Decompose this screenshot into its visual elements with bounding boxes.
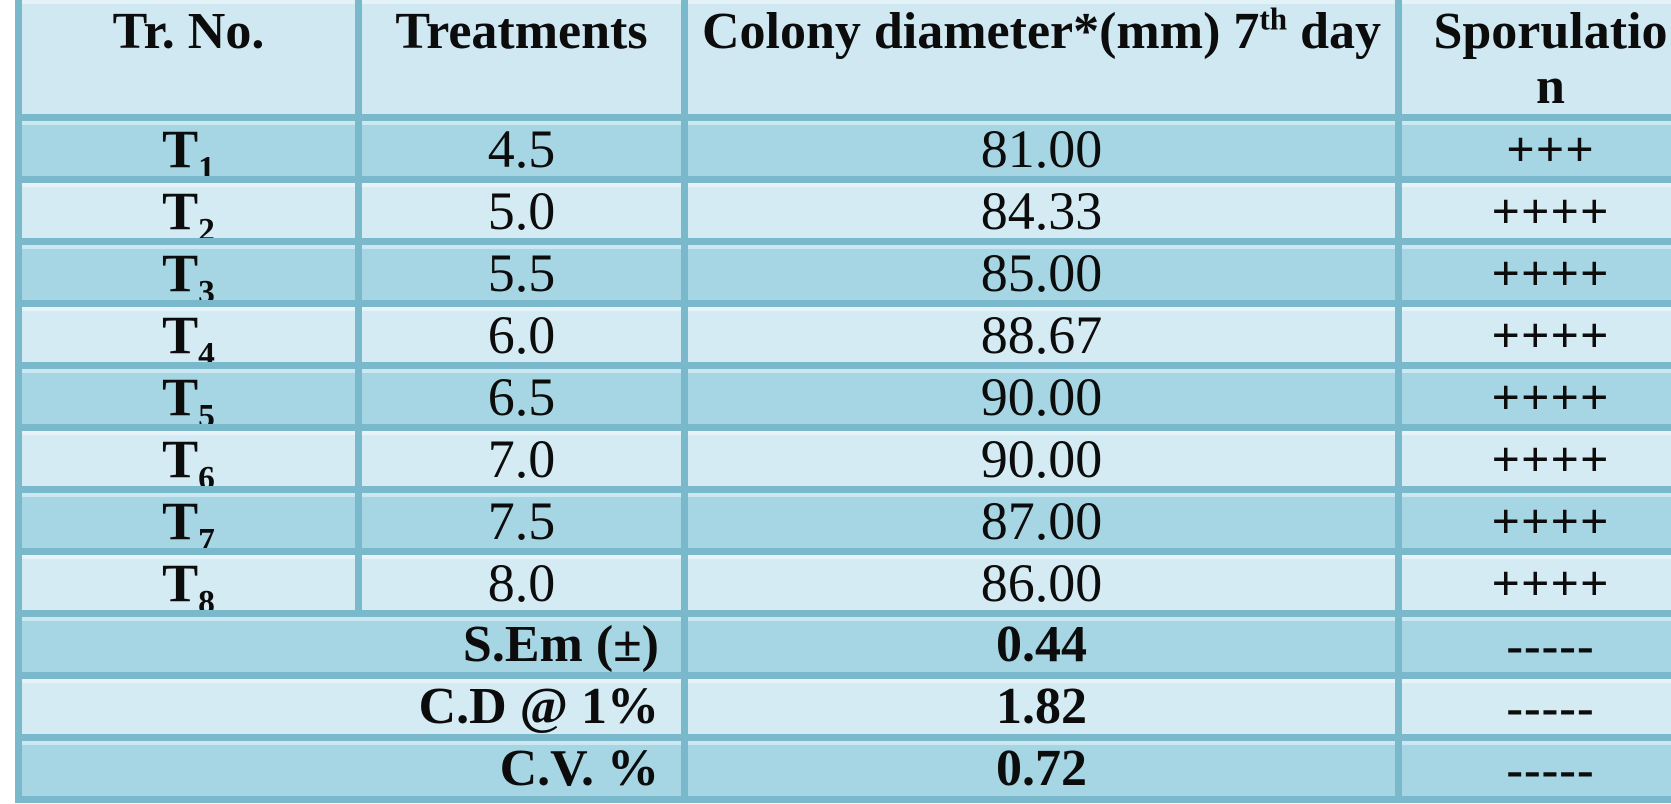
tr-label: T [162, 180, 199, 241]
sporulation-cell: ++++ [1395, 300, 1671, 369]
column-header-sporulation: Sporulatio n [1395, 0, 1671, 121]
tr-label-subscript: 1 [198, 149, 215, 180]
table-row-t3: T3 5.5 85.00 ++++ [15, 238, 1671, 307]
summary-sporulation-cell: ----- [1395, 734, 1671, 803]
summary-label-cell: C.D @ 1% [15, 672, 688, 741]
table-row-t6: T6 7.0 90.00 ++++ [15, 424, 1671, 493]
column-header-treatments: Treatments [355, 0, 688, 121]
summary-value-cell: 0.44 [681, 610, 1402, 679]
table-header-row: Tr. No. Treatments Colony diameter*(mm) … [15, 0, 1671, 121]
tr-label: T [162, 366, 199, 427]
colony-diameter-cell: 88.67 [681, 300, 1402, 369]
column-header-tr-no: Tr. No. [15, 0, 362, 121]
sporulation-cell: ++++ [1395, 424, 1671, 493]
colony-header-superscript: th [1259, 1, 1288, 37]
tr-no-cell: T2 [15, 176, 362, 245]
tr-label-subscript: 2 [198, 211, 215, 242]
treatment-value-cell: 4.5 [355, 114, 688, 183]
summary-row-cd: C.D @ 1% 1.82 ----- [15, 672, 1671, 741]
treatment-value-cell: 7.5 [355, 486, 688, 555]
colony-diameter-cell: 84.33 [681, 176, 1402, 245]
table-row-t7: T7 7.5 87.00 ++++ [15, 486, 1671, 555]
sporulation-cell: ++++ [1395, 362, 1671, 431]
colony-header-text-after: day [1287, 3, 1382, 60]
tr-no-cell: T4 [15, 300, 362, 369]
tr-no-cell: T1 [15, 114, 362, 183]
sporulation-cell: ++++ [1395, 548, 1671, 617]
summary-sporulation-cell: ----- [1395, 672, 1671, 741]
colony-diameter-cell: 81.00 [681, 114, 1402, 183]
table-row-t2: T2 5.0 84.33 ++++ [15, 176, 1671, 245]
tr-no-cell: T3 [15, 238, 362, 307]
table-row-t4: T4 6.0 88.67 ++++ [15, 300, 1671, 369]
colony-diameter-cell: 86.00 [681, 548, 1402, 617]
treatment-value-cell: 8.0 [355, 548, 688, 617]
column-header-colony-diameter: Colony diameter*(mm) 7th day [681, 0, 1402, 121]
tr-label: T [162, 552, 199, 613]
colony-diameter-cell: 87.00 [681, 486, 1402, 555]
tr-label-subscript: 6 [198, 459, 215, 490]
summary-row-cv: C.V. % 0.72 ----- [15, 734, 1671, 803]
tr-no-cell: T5 [15, 362, 362, 431]
colony-diameter-cell: 85.00 [681, 238, 1402, 307]
sporulation-cell: ++++ [1395, 238, 1671, 307]
sporulation-cell: +++ [1395, 114, 1671, 183]
colony-diameter-cell: 90.00 [681, 424, 1402, 493]
treatment-value-cell: 6.0 [355, 300, 688, 369]
sporulation-header-line1: Sporulatio [1433, 3, 1668, 60]
tr-label: T [162, 118, 199, 179]
summary-row-sem: S.Em (±) 0.44 ----- [15, 610, 1671, 679]
tr-label: T [162, 242, 199, 303]
sporulation-cell: ++++ [1395, 176, 1671, 245]
table-row-t1: T1 4.5 81.00 +++ [15, 114, 1671, 183]
sporulation-header-line2: n [1536, 58, 1565, 115]
summary-value-cell: 0.72 [681, 734, 1402, 803]
tr-label: T [162, 490, 199, 551]
colony-diameter-cell: 90.00 [681, 362, 1402, 431]
tr-label-subscript: 8 [198, 583, 215, 614]
tr-label: T [162, 428, 199, 489]
treatment-value-cell: 5.5 [355, 238, 688, 307]
tr-label: T [162, 304, 199, 365]
tr-label-subscript: 3 [198, 273, 215, 304]
tr-label-subscript: 4 [198, 335, 215, 366]
treatment-value-cell: 6.5 [355, 362, 688, 431]
summary-value-cell: 1.82 [681, 672, 1402, 741]
summary-sporulation-cell: ----- [1395, 610, 1671, 679]
summary-label-cell: S.Em (±) [15, 610, 688, 679]
table-row-t5: T5 6.5 90.00 ++++ [15, 362, 1671, 431]
colony-header-text: Colony diameter*(mm) 7 [701, 3, 1260, 60]
tr-no-cell: T8 [15, 548, 362, 617]
tr-label-subscript: 5 [198, 397, 215, 428]
results-table: Tr. No. Treatments Colony diameter*(mm) … [15, 0, 1671, 803]
tr-no-cell: T7 [15, 486, 362, 555]
table-row-t8: T8 8.0 86.00 ++++ [15, 548, 1671, 617]
tr-label-subscript: 7 [198, 521, 215, 552]
treatment-value-cell: 5.0 [355, 176, 688, 245]
tr-no-cell: T6 [15, 424, 362, 493]
summary-label-cell: C.V. % [15, 734, 688, 803]
treatment-value-cell: 7.0 [355, 424, 688, 493]
sporulation-cell: ++++ [1395, 486, 1671, 555]
